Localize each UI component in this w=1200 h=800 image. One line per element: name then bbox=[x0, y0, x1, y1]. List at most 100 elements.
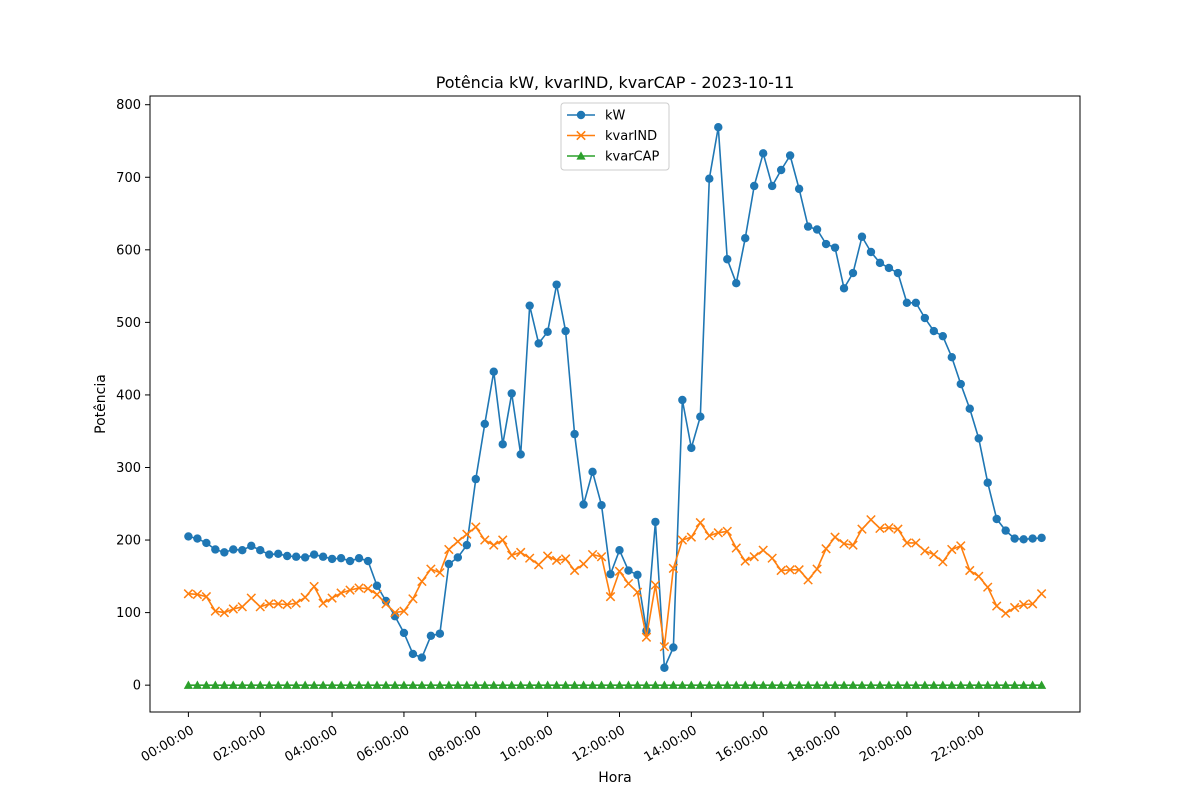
data-point-kvarIND bbox=[821, 544, 831, 554]
data-point-kvarIND bbox=[884, 522, 894, 533]
data-point-kW bbox=[866, 247, 876, 257]
data-point-kW bbox=[309, 550, 319, 559]
data-point-kvarIND bbox=[578, 559, 589, 569]
data-point-kvarIND bbox=[390, 607, 400, 618]
series-kW bbox=[184, 122, 1046, 672]
data-point-kvarIND bbox=[237, 602, 248, 612]
data-point-kvarIND bbox=[444, 544, 454, 555]
data-point-kvarCAP bbox=[983, 680, 993, 689]
data-point-kvarIND bbox=[857, 524, 867, 534]
data-point-kvarCAP bbox=[426, 680, 436, 689]
data-point-kvarIND bbox=[641, 632, 652, 642]
data-point-kW bbox=[1010, 534, 1019, 543]
data-point-kvarCAP bbox=[363, 680, 373, 689]
data-point-kvarCAP bbox=[785, 680, 795, 689]
data-point-kvarIND bbox=[524, 553, 535, 563]
plot-frame bbox=[149, 95, 1081, 713]
data-point-kvarIND bbox=[722, 526, 732, 537]
data-point-kvarCAP bbox=[857, 680, 867, 689]
y-tick-label: 500 bbox=[116, 316, 141, 331]
data-point-kW bbox=[498, 440, 507, 449]
legend-marker bbox=[576, 110, 586, 120]
data-point-kvarIND bbox=[596, 551, 607, 562]
data-point-kvarCAP bbox=[525, 680, 535, 689]
legend-marker bbox=[576, 151, 586, 160]
data-point-kW bbox=[229, 545, 238, 554]
data-point-kW bbox=[193, 534, 202, 543]
data-point-kW bbox=[1037, 533, 1046, 543]
data-point-kvarCAP bbox=[516, 680, 526, 689]
data-point-kW bbox=[857, 232, 867, 241]
data-point-kvarIND bbox=[704, 530, 715, 541]
data-point-kW bbox=[300, 553, 310, 562]
data-point-kvarCAP bbox=[534, 680, 544, 689]
data-point-kW bbox=[705, 174, 714, 183]
y-tick-label: 400 bbox=[116, 388, 141, 403]
data-point-kW bbox=[812, 225, 822, 234]
data-point-kvarCAP bbox=[444, 680, 454, 689]
x-axis-label: Hora bbox=[598, 770, 631, 786]
data-point-kvarCAP bbox=[920, 680, 930, 689]
data-point-kvarCAP bbox=[587, 680, 598, 689]
data-point-kvarIND bbox=[767, 553, 777, 563]
data-point-kvarCAP bbox=[650, 680, 661, 689]
data-point-kW bbox=[534, 339, 543, 348]
data-point-kvarCAP bbox=[408, 680, 418, 689]
data-point-kvarIND bbox=[632, 587, 643, 598]
data-point-kvarCAP bbox=[327, 680, 337, 689]
data-point-kvarIND bbox=[605, 591, 616, 602]
data-point-kvarCAP bbox=[318, 680, 328, 689]
data-point-kvarCAP bbox=[561, 680, 571, 689]
data-point-kvarIND bbox=[255, 602, 265, 612]
data-point-kW bbox=[821, 239, 831, 249]
data-point-kW bbox=[561, 326, 570, 336]
data-point-kvarCAP bbox=[902, 680, 912, 689]
legend-label: kvarIND bbox=[605, 129, 657, 144]
data-point-kvarCAP bbox=[956, 680, 966, 689]
data-point-kvarCAP bbox=[704, 680, 714, 689]
data-point-kW bbox=[875, 258, 885, 268]
data-point-kvarCAP bbox=[740, 680, 750, 689]
data-point-kW bbox=[911, 298, 921, 307]
data-point-kvarCAP bbox=[201, 680, 211, 689]
legend: kW kvarIND kvarCAP bbox=[560, 102, 670, 171]
data-point-kW bbox=[606, 569, 615, 579]
data-point-kW bbox=[992, 514, 1001, 524]
data-point-kvarCAP bbox=[794, 680, 804, 689]
data-point-kvarIND bbox=[848, 540, 858, 550]
data-point-kvarIND bbox=[551, 555, 562, 566]
data-point-kvarIND bbox=[991, 601, 1002, 611]
data-point-kW bbox=[750, 181, 759, 191]
data-point-kvarCAP bbox=[417, 680, 427, 689]
series-kvarCAP bbox=[183, 680, 1047, 689]
data-point-kvarIND bbox=[650, 580, 661, 590]
data-point-kW bbox=[839, 284, 849, 293]
data-point-kvarIND bbox=[875, 523, 885, 534]
data-point-kW bbox=[435, 629, 445, 638]
data-point-kW bbox=[830, 243, 840, 252]
data-point-kvarCAP bbox=[875, 680, 885, 689]
data-point-kvarCAP bbox=[336, 680, 346, 689]
data-point-kvarCAP bbox=[632, 680, 643, 689]
data-point-kW bbox=[983, 478, 992, 487]
y-tick-label: 200 bbox=[116, 534, 141, 549]
data-point-kvarCAP bbox=[938, 680, 948, 689]
data-point-kvarCAP bbox=[219, 680, 229, 689]
data-point-kW bbox=[426, 631, 436, 641]
data-point-kW bbox=[372, 581, 382, 590]
data-point-kvarIND bbox=[300, 592, 310, 603]
data-point-kvarCAP bbox=[893, 680, 903, 689]
data-point-kvarIND bbox=[435, 567, 445, 578]
data-point-kW bbox=[669, 643, 678, 652]
data-point-kW bbox=[184, 532, 193, 541]
data-point-kW bbox=[507, 389, 516, 398]
data-point-kW bbox=[462, 540, 472, 550]
data-point-kvarCAP bbox=[605, 680, 616, 689]
data-point-kvarCAP bbox=[210, 680, 220, 689]
legend-label: kW bbox=[605, 109, 626, 124]
data-point-kvarCAP bbox=[1010, 680, 1020, 689]
data-point-kvarIND bbox=[659, 641, 670, 652]
data-point-kvarIND bbox=[498, 535, 508, 545]
data-point-kvarIND bbox=[264, 599, 274, 609]
